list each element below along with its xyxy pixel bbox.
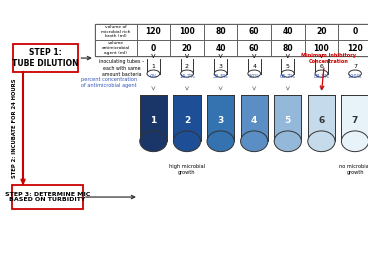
Text: 4: 4 xyxy=(252,64,256,69)
Text: STEP 3: DETERMINE MIC
BASED ON TURBIDITY: STEP 3: DETERMINE MIC BASED ON TURBIDITY xyxy=(5,192,90,202)
Bar xyxy=(271,40,305,56)
Bar xyxy=(241,95,268,141)
Text: 0: 0 xyxy=(353,27,358,36)
Text: 120: 120 xyxy=(145,27,161,36)
Text: Minimum Inhibitory
Concentration: Minimum Inhibitory Concentration xyxy=(301,53,356,64)
Text: STEP 2: INCUBATE FOR 24 HOURS: STEP 2: INCUBATE FOR 24 HOURS xyxy=(13,79,17,178)
Ellipse shape xyxy=(282,70,294,77)
Bar xyxy=(305,23,338,40)
Ellipse shape xyxy=(140,131,167,152)
Text: 20: 20 xyxy=(316,27,327,36)
Bar xyxy=(137,23,170,40)
Ellipse shape xyxy=(274,131,301,152)
Text: 40: 40 xyxy=(283,27,293,36)
Text: 60: 60 xyxy=(249,27,259,36)
Text: 1: 1 xyxy=(152,64,155,69)
Bar xyxy=(95,23,368,56)
Bar xyxy=(271,23,305,40)
Bar xyxy=(207,95,234,141)
Bar xyxy=(170,40,204,56)
Bar xyxy=(137,40,170,56)
Text: 60: 60 xyxy=(249,44,259,53)
Ellipse shape xyxy=(348,70,361,77)
Bar xyxy=(170,23,204,40)
Ellipse shape xyxy=(207,131,234,152)
Text: 80: 80 xyxy=(283,44,293,53)
Text: 100%: 100% xyxy=(348,74,362,79)
Bar xyxy=(308,95,335,141)
Text: no microbial
growth: no microbial growth xyxy=(339,164,368,175)
Bar xyxy=(12,185,83,209)
Text: 50%: 50% xyxy=(249,74,260,79)
Text: 3: 3 xyxy=(217,116,224,125)
Text: 2: 2 xyxy=(184,116,190,125)
Text: 0%: 0% xyxy=(149,74,158,79)
Text: 100: 100 xyxy=(314,44,329,53)
Text: percent concentration
of antimicrobial agent: percent concentration of antimicrobial a… xyxy=(81,77,137,88)
Ellipse shape xyxy=(315,70,328,77)
Text: 20: 20 xyxy=(182,44,192,53)
Bar xyxy=(338,40,368,56)
Text: 0: 0 xyxy=(151,44,156,53)
Text: 100: 100 xyxy=(179,27,195,36)
Bar xyxy=(274,95,301,141)
Ellipse shape xyxy=(173,131,201,152)
Bar xyxy=(237,40,271,56)
Text: 1: 1 xyxy=(150,116,156,125)
Text: 2: 2 xyxy=(185,64,189,69)
Ellipse shape xyxy=(342,131,368,152)
Text: volume of
microbial rich
broth (ml): volume of microbial rich broth (ml) xyxy=(101,25,130,38)
Text: 120: 120 xyxy=(347,44,363,53)
Bar xyxy=(305,40,338,56)
Bar xyxy=(173,95,201,141)
Text: 5: 5 xyxy=(285,116,291,125)
Text: volume
antimicrobial
agent (ml): volume antimicrobial agent (ml) xyxy=(102,41,130,55)
Bar xyxy=(237,23,271,40)
Text: 16.7%: 16.7% xyxy=(179,74,195,79)
Ellipse shape xyxy=(308,131,335,152)
Ellipse shape xyxy=(147,70,160,77)
Bar xyxy=(95,23,137,40)
Bar xyxy=(204,23,237,40)
Bar xyxy=(95,40,137,56)
Text: 66.7%: 66.7% xyxy=(280,74,296,79)
Text: 7: 7 xyxy=(352,116,358,125)
Text: 7: 7 xyxy=(353,64,357,69)
Bar xyxy=(342,95,368,141)
Text: 83.3%: 83.3% xyxy=(314,74,329,79)
Bar xyxy=(13,44,78,72)
Text: inoculating tubes –
each with same
amount bacteria: inoculating tubes – each with same amoun… xyxy=(99,59,144,77)
Ellipse shape xyxy=(248,70,261,77)
Text: 6: 6 xyxy=(318,116,325,125)
Text: 5: 5 xyxy=(286,64,290,69)
Bar xyxy=(204,40,237,56)
Bar xyxy=(140,95,167,141)
Text: 3: 3 xyxy=(219,64,223,69)
Text: 33.3%: 33.3% xyxy=(213,74,229,79)
Bar xyxy=(338,23,368,40)
Text: STEP 1:
TUBE DILUTION: STEP 1: TUBE DILUTION xyxy=(13,48,79,68)
Ellipse shape xyxy=(241,131,268,152)
Text: 40: 40 xyxy=(215,44,226,53)
Ellipse shape xyxy=(214,70,227,77)
Text: 4: 4 xyxy=(251,116,257,125)
Ellipse shape xyxy=(181,70,193,77)
Text: 80: 80 xyxy=(215,27,226,36)
Text: 6: 6 xyxy=(319,64,323,69)
Text: high microbial
growth: high microbial growth xyxy=(169,164,205,175)
